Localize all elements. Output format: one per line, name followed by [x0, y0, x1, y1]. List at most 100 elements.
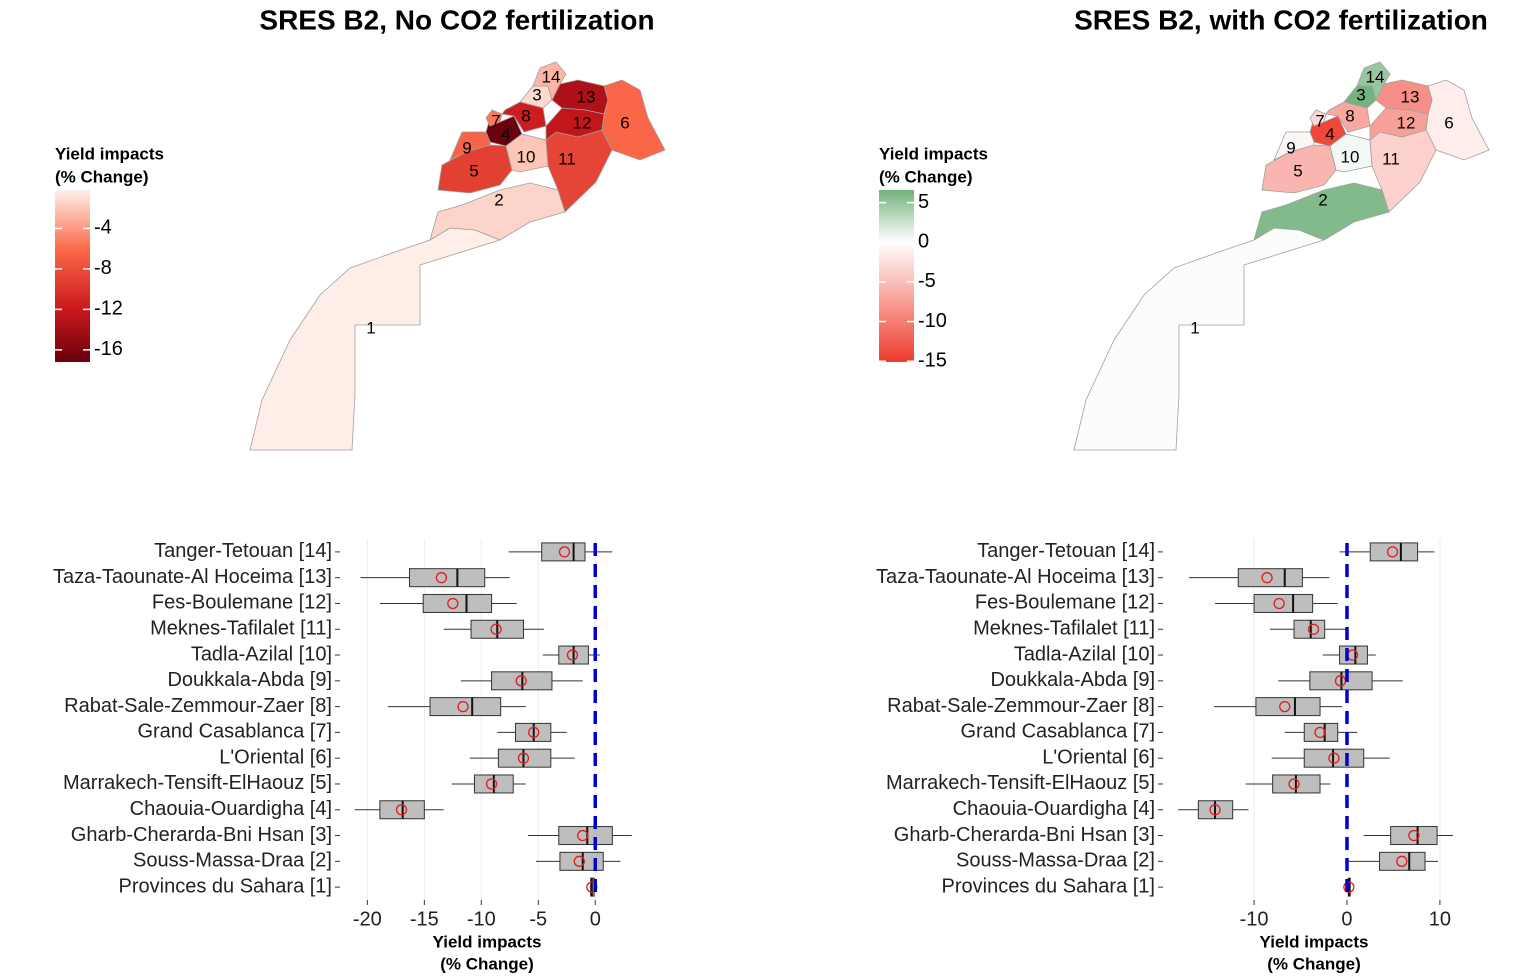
- mean-marker: [1314, 726, 1326, 739]
- box: [1339, 645, 1368, 665]
- category-label: Rabat-Sale-Zemmour-Zaer [8]: [887, 695, 1155, 717]
- category-label: Marrakech-Tensift-ElHaouz [5]: [886, 772, 1155, 794]
- category-label: Meknes-Tafilalet [11]: [973, 618, 1155, 640]
- category-label: Doukkala-Abda [9]: [990, 669, 1155, 691]
- region-label: 5: [469, 161, 478, 180]
- region-label: 8: [521, 106, 530, 125]
- legend-title: (% Change): [55, 167, 149, 186]
- x-tick-label: 10: [1429, 908, 1451, 930]
- region-label: 2: [1318, 190, 1327, 209]
- chart-title: SRES B2, with CO2 fertilization: [1074, 4, 1488, 35]
- region-label: 14: [542, 67, 561, 86]
- x-tick-label: -20: [353, 908, 382, 930]
- legend-tick-label: -8: [94, 257, 112, 279]
- region: [485, 109, 503, 127]
- mean-marker: [395, 804, 408, 816]
- region: [249, 227, 502, 451]
- mean-marker: [1209, 804, 1221, 816]
- region-label: 6: [620, 113, 629, 132]
- mean-marker: [1396, 855, 1408, 867]
- category-label: Tanger-Tetouan [14]: [154, 540, 332, 562]
- mean-marker: [566, 649, 579, 661]
- category-label: Rabat-Sale-Zemmour-Zaer [8]: [64, 695, 332, 717]
- category-label: Tanger-Tetouan [14]: [977, 540, 1155, 562]
- colorbar: [55, 190, 90, 362]
- category-label: Marrakech-Tensift-ElHaouz [5]: [63, 772, 332, 794]
- region-label: 13: [577, 87, 596, 106]
- region: [1425, 79, 1490, 161]
- category-label: Meknes-Tafilalet [11]: [150, 618, 332, 640]
- category-label: Taza-Taounate-Al Hoceima [13]: [876, 566, 1155, 588]
- box: [559, 851, 604, 871]
- mean-marker: [528, 726, 540, 739]
- x-axis-label: Yield impacts: [1260, 932, 1369, 951]
- region: [551, 79, 609, 115]
- legend-title: Yield impacts: [55, 144, 164, 163]
- map: [1073, 61, 1490, 451]
- region: [1273, 131, 1315, 161]
- x-tick-label: -10: [1240, 908, 1269, 930]
- x-tick-label: 0: [590, 908, 601, 930]
- category-label: L'Oriental [6]: [1042, 746, 1155, 768]
- region-label: 9: [462, 138, 471, 157]
- region-label: 5: [1293, 161, 1302, 180]
- box: [558, 826, 613, 846]
- region: [532, 61, 567, 102]
- chart-title: SRES B2, No CO2 fertilization: [259, 4, 654, 35]
- region-label: 4: [501, 124, 510, 143]
- category-label: Grand Casablanca [7]: [137, 721, 332, 743]
- region: [501, 101, 547, 133]
- region-label: 1: [366, 318, 375, 337]
- mean-marker: [558, 546, 571, 558]
- x-tick-label: -5: [529, 908, 547, 930]
- mean-marker: [1386, 546, 1399, 558]
- mean-marker: [1408, 829, 1420, 842]
- region: [601, 79, 666, 161]
- mean-marker: [490, 623, 502, 635]
- box: [409, 568, 486, 588]
- region-label: 3: [532, 85, 541, 104]
- mean-marker: [1343, 881, 1355, 893]
- mean-marker: [1307, 623, 1320, 635]
- x-axis-label: Yield impacts: [433, 932, 542, 951]
- region: [1375, 79, 1433, 115]
- x-tick-label: -10: [467, 908, 496, 930]
- category-label: Provinces du Sahara [1]: [119, 875, 332, 897]
- region-label: 10: [517, 147, 536, 166]
- box: [1390, 826, 1438, 846]
- category-label: Grand Casablanca [7]: [960, 721, 1155, 743]
- category-label: Gharb-Cherarda-Bni Hsan [3]: [71, 824, 332, 846]
- category-label: Provinces du Sahara [1]: [942, 875, 1155, 897]
- colorbar: [879, 190, 914, 362]
- x-axis-label: (% Change): [440, 954, 534, 973]
- mean-marker: [1273, 597, 1285, 610]
- region-label: 12: [573, 113, 592, 132]
- category-label: Fes-Boulemane [12]: [152, 592, 332, 614]
- mean-marker: [515, 675, 527, 687]
- region-label: 14: [1366, 67, 1385, 86]
- region: [1073, 227, 1326, 451]
- mean-marker: [577, 829, 589, 842]
- box: [1237, 568, 1303, 588]
- mean-marker: [1279, 700, 1291, 713]
- box: [1379, 851, 1426, 871]
- mean-marker: [1328, 752, 1340, 764]
- legend-tick-label: 0: [918, 231, 929, 253]
- x-tick-label: -15: [410, 908, 439, 930]
- region-label: 11: [558, 149, 576, 168]
- legend-tick-label: -5: [918, 270, 936, 292]
- region-label: 4: [1325, 124, 1334, 143]
- region-label: 6: [1444, 113, 1453, 132]
- region: [1325, 101, 1371, 133]
- mean-marker: [1288, 778, 1300, 790]
- category-label: Fes-Boulemane [12]: [975, 592, 1155, 614]
- mean-marker: [517, 752, 530, 764]
- category-label: L'Oriental [6]: [219, 746, 332, 768]
- map: [249, 61, 666, 451]
- region: [1309, 109, 1327, 127]
- category-label: Chaouia-Ouardigha [4]: [953, 798, 1155, 820]
- box: [1293, 619, 1326, 639]
- mean-marker: [1261, 572, 1273, 584]
- legend-tick-label: -15: [918, 349, 947, 371]
